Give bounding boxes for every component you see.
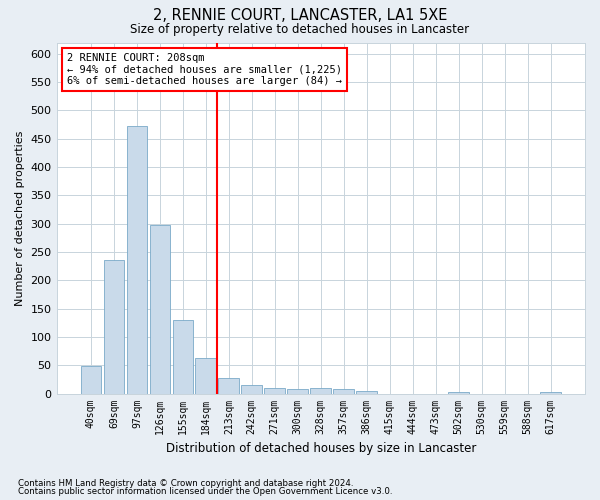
- Bar: [287, 389, 308, 394]
- Text: Size of property relative to detached houses in Lancaster: Size of property relative to detached ho…: [130, 22, 470, 36]
- Text: 2, RENNIE COURT, LANCASTER, LA1 5XE: 2, RENNIE COURT, LANCASTER, LA1 5XE: [153, 8, 447, 22]
- Bar: [80, 366, 101, 394]
- Bar: [310, 388, 331, 394]
- Text: Contains HM Land Registry data © Crown copyright and database right 2024.: Contains HM Land Registry data © Crown c…: [18, 478, 353, 488]
- Text: 2 RENNIE COURT: 208sqm
← 94% of detached houses are smaller (1,225)
6% of semi-d: 2 RENNIE COURT: 208sqm ← 94% of detached…: [67, 53, 342, 86]
- X-axis label: Distribution of detached houses by size in Lancaster: Distribution of detached houses by size …: [166, 442, 476, 455]
- Y-axis label: Number of detached properties: Number of detached properties: [15, 130, 25, 306]
- Bar: [265, 388, 285, 394]
- Text: Contains public sector information licensed under the Open Government Licence v3: Contains public sector information licen…: [18, 487, 392, 496]
- Bar: [149, 225, 170, 394]
- Bar: [448, 392, 469, 394]
- Bar: [104, 260, 124, 394]
- Bar: [540, 392, 561, 394]
- Bar: [173, 320, 193, 394]
- Bar: [127, 126, 147, 394]
- Bar: [334, 389, 354, 394]
- Bar: [241, 385, 262, 394]
- Bar: [218, 378, 239, 394]
- Bar: [356, 392, 377, 394]
- Bar: [196, 358, 216, 394]
